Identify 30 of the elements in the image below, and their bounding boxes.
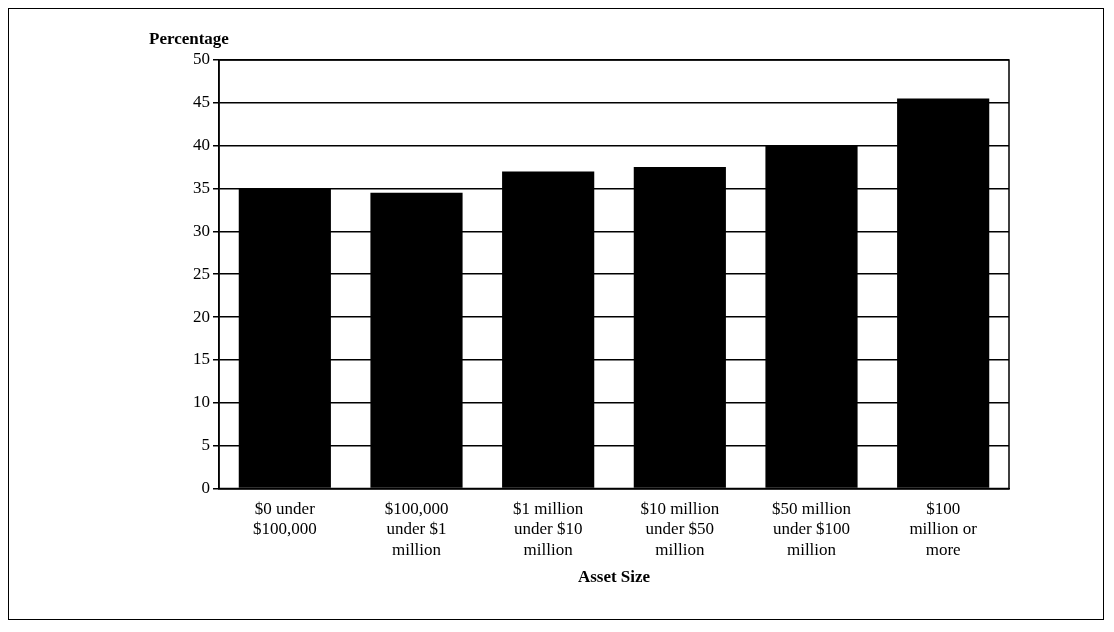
category-label: under $10 <box>513 519 583 539</box>
category-label: $100,000 <box>384 499 449 519</box>
category-label: under $50 <box>645 519 715 539</box>
x-axis-title: Asset Size <box>577 567 651 587</box>
category-label: million <box>391 539 442 559</box>
y-tick-label: 5 <box>201 435 210 455</box>
category-label: million <box>523 539 573 559</box>
y-tick-label: 50 <box>193 49 210 69</box>
y-tick-label: 0 <box>201 477 210 497</box>
y-tick-label: 10 <box>193 392 210 412</box>
category-label: $50 million <box>772 499 851 519</box>
y-tick-label: 40 <box>193 135 210 155</box>
category-label: under $1 <box>386 519 447 539</box>
category-label: million <box>786 539 837 559</box>
category-label: $100 <box>926 499 961 519</box>
y-axis-title: Percentage <box>149 29 229 49</box>
category-label: million <box>655 539 705 559</box>
category-label: $100,000 <box>252 519 317 539</box>
y-tick-label: 30 <box>193 220 210 240</box>
category-label: $0 under <box>254 499 315 519</box>
category-label: under $100 <box>773 519 850 539</box>
category-label: more <box>925 539 961 559</box>
category-label: $10 million <box>640 499 720 519</box>
category-label: million or <box>909 519 977 539</box>
category-label: $1 million <box>512 499 584 519</box>
y-tick-label: 20 <box>193 306 210 326</box>
y-tick-label: 15 <box>193 349 210 369</box>
y-tick-label: 35 <box>193 177 210 197</box>
y-tick-label: 25 <box>193 263 210 283</box>
y-tick-label: 45 <box>193 92 210 112</box>
